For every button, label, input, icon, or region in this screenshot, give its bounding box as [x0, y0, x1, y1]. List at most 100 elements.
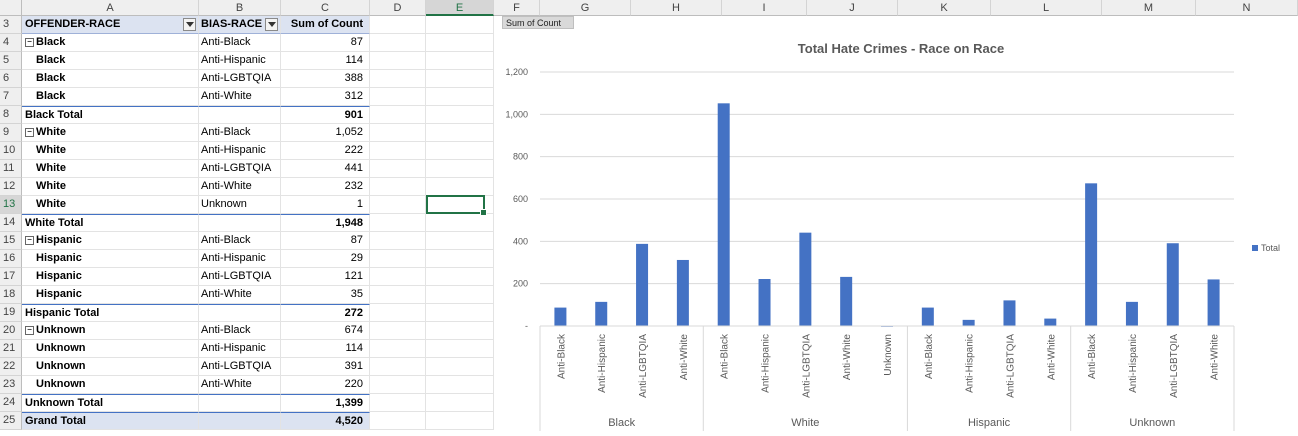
column-header-n[interactable]: N — [1196, 0, 1298, 16]
select-all-corner[interactable] — [0, 0, 22, 16]
empty-cell[interactable] — [426, 178, 494, 196]
subtotal-label[interactable]: White Total — [22, 214, 199, 232]
count-value[interactable]: 272 — [281, 304, 370, 322]
bias-race-cell[interactable] — [199, 304, 281, 322]
count-value[interactable]: 222 — [281, 142, 370, 160]
count-value[interactable]: 29 — [281, 250, 370, 268]
count-value[interactable]: 35 — [281, 286, 370, 304]
row-header-11[interactable]: 11 — [0, 160, 22, 178]
row-label[interactable]: Black — [22, 88, 199, 106]
bias-race-cell[interactable]: Anti-Black — [199, 232, 281, 250]
row-header-25[interactable]: 25 — [0, 412, 22, 430]
empty-cell[interactable] — [426, 88, 494, 106]
empty-cell[interactable] — [426, 322, 494, 340]
row-label[interactable]: Unknown — [22, 340, 199, 358]
count-value[interactable]: 1,399 — [281, 394, 370, 412]
bias-race-cell[interactable] — [199, 412, 281, 430]
row-header-6[interactable]: 6 — [0, 70, 22, 88]
empty-cell[interactable] — [426, 52, 494, 70]
empty-cell[interactable] — [426, 376, 494, 394]
row-label[interactable]: − Black — [22, 34, 199, 52]
empty-cell[interactable] — [370, 52, 426, 70]
column-header-e[interactable]: E — [426, 0, 494, 16]
empty-cell[interactable] — [370, 16, 426, 34]
collapse-icon[interactable]: − — [25, 38, 34, 47]
count-value[interactable]: 4,520 — [281, 412, 370, 430]
empty-cell[interactable] — [370, 286, 426, 304]
empty-cell[interactable] — [426, 34, 494, 52]
row-header-4[interactable]: 4 — [0, 34, 22, 52]
column-header-h[interactable]: H — [631, 0, 722, 16]
count-value[interactable]: 114 — [281, 52, 370, 70]
count-value[interactable]: 114 — [281, 340, 370, 358]
empty-cell[interactable] — [370, 88, 426, 106]
filter-dropdown-icon[interactable] — [183, 18, 196, 31]
empty-cell[interactable] — [370, 34, 426, 52]
count-value[interactable]: 1,052 — [281, 124, 370, 142]
bias-race-cell[interactable] — [199, 214, 281, 232]
bias-race-cell[interactable]: Anti-LGBTQIA — [199, 358, 281, 376]
row-header-10[interactable]: 10 — [0, 142, 22, 160]
bias-race-cell[interactable]: Unknown — [199, 196, 281, 214]
row-label[interactable]: Hispanic — [22, 250, 199, 268]
empty-cell[interactable] — [426, 250, 494, 268]
empty-cell[interactable] — [370, 250, 426, 268]
empty-cell[interactable] — [426, 304, 494, 322]
count-value[interactable]: 232 — [281, 178, 370, 196]
count-value[interactable]: 312 — [281, 88, 370, 106]
empty-cell[interactable] — [426, 70, 494, 88]
bias-race-cell[interactable]: Anti-LGBTQIA — [199, 268, 281, 286]
bias-race-cell[interactable]: Anti-Black — [199, 322, 281, 340]
grand-total-label[interactable]: Grand Total — [22, 412, 199, 430]
sum-of-count-header[interactable]: Sum of Count — [281, 16, 370, 34]
row-header-14[interactable]: 14 — [0, 214, 22, 232]
empty-cell[interactable] — [370, 322, 426, 340]
row-header-22[interactable]: 22 — [0, 358, 22, 376]
bias-race-cell[interactable]: Anti-LGBTQIA — [199, 70, 281, 88]
row-label[interactable]: − Unknown — [22, 322, 199, 340]
column-header-g[interactable]: G — [540, 0, 631, 16]
count-value[interactable]: 87 — [281, 34, 370, 52]
subtotal-label[interactable]: Unknown Total — [22, 394, 199, 412]
row-header-8[interactable]: 8 — [0, 106, 22, 124]
row-header-20[interactable]: 20 — [0, 322, 22, 340]
empty-cell[interactable] — [370, 412, 426, 430]
bias-race-cell[interactable]: Anti-Hispanic — [199, 250, 281, 268]
bias-race-cell[interactable]: Anti-White — [199, 178, 281, 196]
bias-race-cell[interactable]: Anti-Hispanic — [199, 142, 281, 160]
row-label[interactable]: Black — [22, 70, 199, 88]
column-header-d[interactable]: D — [370, 0, 426, 16]
bias-race-cell[interactable]: Anti-Black — [199, 34, 281, 52]
pivot-chart[interactable]: Sum of Count Total Hate Crimes - Race on… — [494, 16, 1298, 431]
row-label[interactable]: White — [22, 178, 199, 196]
row-header-5[interactable]: 5 — [0, 52, 22, 70]
count-value[interactable]: 121 — [281, 268, 370, 286]
bias-race-cell[interactable] — [199, 106, 281, 124]
row-header-23[interactable]: 23 — [0, 376, 22, 394]
bias-race-field-header[interactable]: BIAS-RACE — [199, 16, 281, 34]
row-header-16[interactable]: 16 — [0, 250, 22, 268]
empty-cell[interactable] — [370, 124, 426, 142]
collapse-icon[interactable]: − — [25, 128, 34, 137]
empty-cell[interactable] — [426, 106, 494, 124]
column-header-k[interactable]: K — [898, 0, 991, 16]
empty-cell[interactable] — [370, 178, 426, 196]
row-header-9[interactable]: 9 — [0, 124, 22, 142]
row-header-21[interactable]: 21 — [0, 340, 22, 358]
row-label[interactable]: White — [22, 160, 199, 178]
bias-race-cell[interactable]: Anti-White — [199, 376, 281, 394]
row-label[interactable]: White — [22, 142, 199, 160]
row-label[interactable]: − Hispanic — [22, 232, 199, 250]
empty-cell[interactable] — [370, 160, 426, 178]
bias-race-cell[interactable]: Anti-LGBTQIA — [199, 160, 281, 178]
empty-cell[interactable] — [426, 142, 494, 160]
row-header-24[interactable]: 24 — [0, 394, 22, 412]
row-header-15[interactable]: 15 — [0, 232, 22, 250]
empty-cell[interactable] — [426, 16, 494, 34]
count-value[interactable]: 388 — [281, 70, 370, 88]
row-header-13[interactable]: 13 — [0, 196, 22, 214]
row-label[interactable]: Hispanic — [22, 268, 199, 286]
row-label[interactable]: Hispanic — [22, 286, 199, 304]
column-header-a[interactable]: A — [22, 0, 199, 16]
bias-race-cell[interactable] — [199, 394, 281, 412]
